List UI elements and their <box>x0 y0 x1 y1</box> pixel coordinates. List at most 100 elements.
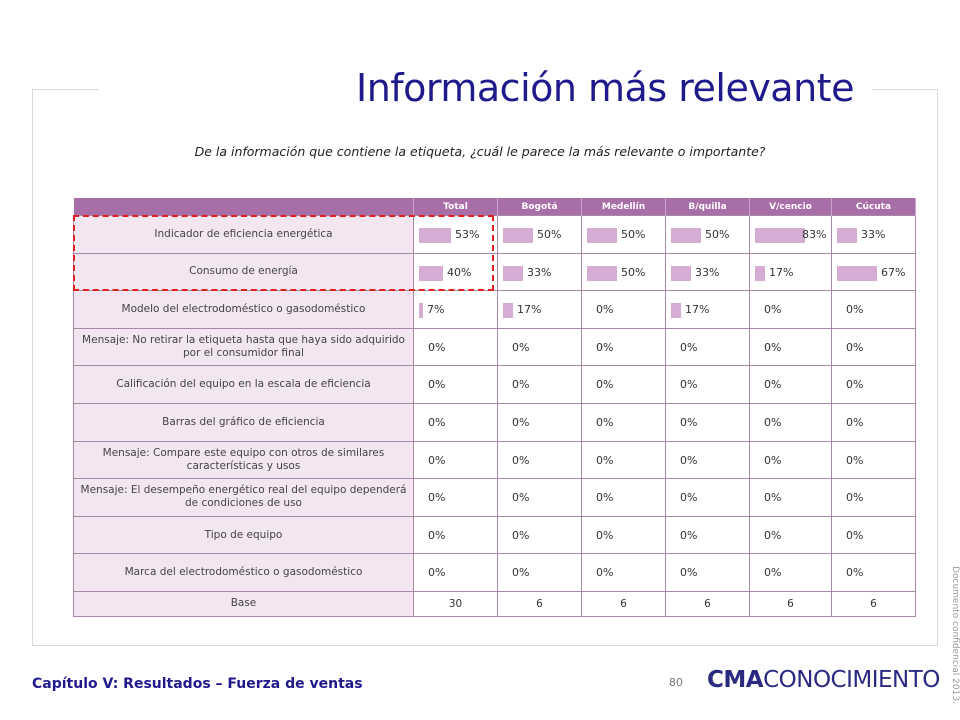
row-label: Indicador de eficiencia energética <box>73 215 414 254</box>
value-label: 7% <box>427 303 445 317</box>
content-frame <box>32 89 938 646</box>
base-value: 30 <box>413 590 498 617</box>
value-cell: 0% <box>831 290 916 329</box>
value-label: 0% <box>764 378 782 392</box>
base-value: 6 <box>665 590 750 617</box>
value-label: 0% <box>764 491 782 505</box>
value-label: 67% <box>881 265 906 279</box>
confidential-note: Documento confidencial 2013. <box>950 566 960 704</box>
table-row: Indicador de eficiencia energética 53% 50%… <box>73 215 916 254</box>
base-row: Base 30 6 6 6 6 6 <box>73 590 916 617</box>
results-table: Total Bogotá Medellín B/quilla V/cencio … <box>73 198 916 617</box>
base-value: 6 <box>581 590 666 617</box>
value-label: 0% <box>428 453 446 467</box>
value-label: 50% <box>537 228 562 241</box>
value-cell: 0% <box>581 365 666 404</box>
value-label: 0% <box>596 378 614 392</box>
value-cell: 0% <box>413 553 498 592</box>
value-label: 0% <box>428 415 446 429</box>
value-cell: 50% <box>665 215 750 254</box>
chapter-footer: Capítulo V: Resultados – Fuerza de venta… <box>32 676 363 692</box>
value-label: 0% <box>764 528 782 542</box>
table-row: Modelo del electrodoméstico o gasodomést… <box>73 290 916 329</box>
value-label: 0% <box>428 566 446 580</box>
value-label: 33% <box>695 265 720 279</box>
value-cell: 0% <box>497 478 582 517</box>
value-bar <box>755 265 765 281</box>
value-label: 0% <box>512 378 530 392</box>
value-bar <box>755 228 805 243</box>
value-cell: 17% <box>665 290 750 329</box>
value-cell: 0% <box>497 440 582 480</box>
value-cell: 0% <box>413 440 498 480</box>
row-label: Marca del electrodoméstico o gasodomésti… <box>73 553 414 592</box>
value-cell: 50% <box>581 215 666 254</box>
value-cell: 50% <box>581 252 666 292</box>
value-label: 0% <box>680 491 698 505</box>
value-label: 0% <box>846 453 864 467</box>
value-label: 0% <box>680 378 698 392</box>
row-label: Mensaje: El desempeño energético real de… <box>73 478 414 517</box>
value-cell: 0% <box>831 478 916 517</box>
value-cell: 33% <box>831 215 916 254</box>
value-label: 83% <box>802 228 827 241</box>
value-label: 0% <box>428 340 446 354</box>
value-label: 50% <box>621 265 646 279</box>
value-label: 0% <box>512 340 530 354</box>
value-cell: 0% <box>581 327 666 367</box>
value-label: 0% <box>512 566 530 580</box>
value-cell: 0% <box>497 553 582 592</box>
value-cell: 33% <box>665 252 750 292</box>
value-label: 0% <box>680 415 698 429</box>
base-value: 6 <box>749 590 832 617</box>
value-label: 0% <box>846 378 864 392</box>
value-cell: 0% <box>831 402 916 442</box>
logo-bold-text: CMA <box>707 667 764 693</box>
value-bar <box>419 265 443 281</box>
frame-top-right-line <box>872 89 938 90</box>
value-cell: 0% <box>413 365 498 404</box>
value-cell: 0% <box>749 402 832 442</box>
value-cell: 0% <box>665 478 750 517</box>
value-cell: 0% <box>581 478 666 517</box>
value-label: 0% <box>764 303 782 317</box>
value-cell: 0% <box>413 402 498 442</box>
table-row: Mensaje: El desempeño energético real de… <box>73 478 916 517</box>
value-label: 0% <box>428 378 446 392</box>
value-label: 0% <box>596 453 614 467</box>
value-bar <box>503 228 533 243</box>
value-label: 0% <box>846 340 864 354</box>
value-cell: 0% <box>665 327 750 367</box>
value-label: 40% <box>447 265 472 279</box>
table-row: Calificación del equipo en la escala de … <box>73 365 916 404</box>
value-label: 0% <box>596 491 614 505</box>
value-label: 50% <box>705 228 730 241</box>
row-label: Mensaje: No retirar la etiqueta hasta qu… <box>73 327 414 367</box>
value-label: 0% <box>512 491 530 505</box>
survey-question: De la información que contiene la etique… <box>194 144 766 159</box>
value-cell: 0% <box>665 440 750 480</box>
value-cell: 0% <box>497 365 582 404</box>
page-title: Información más relevante <box>356 66 854 110</box>
value-label: 0% <box>764 566 782 580</box>
column-header: V/cencio <box>749 198 832 216</box>
value-cell: 67% <box>831 252 916 292</box>
value-label: 0% <box>428 491 446 505</box>
value-cell: 0% <box>581 290 666 329</box>
value-label: 0% <box>512 415 530 429</box>
table-row: Consumo de energía 40% 33% 50% 33% 17% 67% <box>73 252 916 292</box>
value-cell: 33% <box>497 252 582 292</box>
value-label: 33% <box>527 265 552 279</box>
value-cell: 0% <box>497 327 582 367</box>
value-cell: 0% <box>665 515 750 555</box>
column-header: Total <box>413 198 498 216</box>
table-header-row: Total Bogotá Medellín B/quilla V/cencio … <box>73 198 916 216</box>
value-cell: 0% <box>581 515 666 555</box>
frame-top-left-line <box>32 89 99 90</box>
value-label: 0% <box>512 453 530 467</box>
value-cell: 0% <box>413 478 498 517</box>
base-value: 6 <box>497 590 582 617</box>
row-label: Consumo de energía <box>73 252 414 292</box>
value-cell: 0% <box>831 365 916 404</box>
value-cell: 0% <box>665 402 750 442</box>
